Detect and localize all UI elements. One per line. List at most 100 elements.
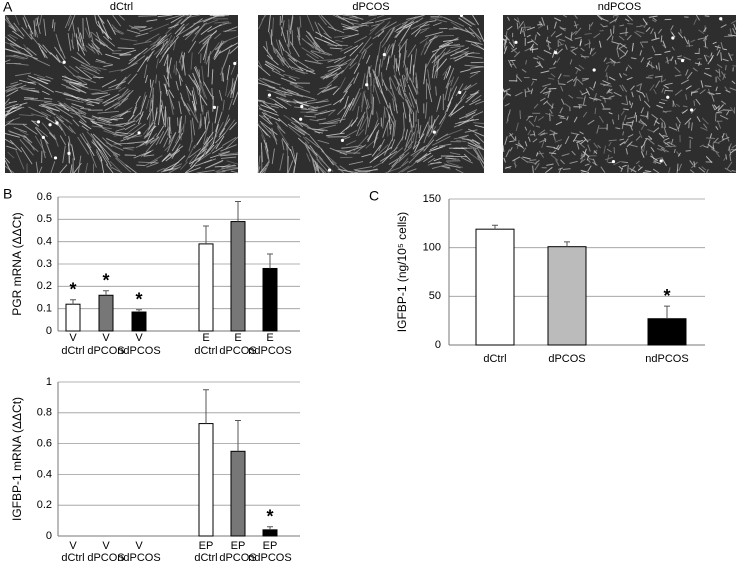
cell bbox=[288, 65, 304, 72]
cell bbox=[159, 127, 169, 145]
cell bbox=[423, 34, 437, 47]
cell bbox=[547, 41, 551, 51]
cell bbox=[428, 20, 437, 23]
x-tick-label: dCtrl bbox=[61, 345, 84, 357]
cell bbox=[426, 125, 432, 137]
cell bbox=[149, 23, 170, 33]
cell bbox=[292, 166, 295, 174]
cell bbox=[304, 141, 319, 159]
cell bbox=[55, 54, 61, 62]
cell bbox=[35, 161, 39, 174]
cell bbox=[574, 14, 578, 19]
cell bbox=[134, 47, 148, 59]
cell bbox=[622, 131, 625, 136]
cell bbox=[468, 26, 482, 40]
cell bbox=[369, 155, 379, 164]
cell bbox=[291, 145, 297, 162]
cell bbox=[351, 88, 361, 106]
cell bbox=[660, 75, 663, 83]
cell bbox=[446, 101, 452, 113]
cell bbox=[164, 36, 180, 54]
cell bbox=[465, 109, 478, 116]
cell bbox=[178, 51, 183, 63]
cell bbox=[619, 141, 626, 146]
cell bbox=[229, 46, 239, 55]
cell bbox=[397, 34, 406, 47]
cell bbox=[564, 103, 570, 108]
cell bbox=[342, 136, 351, 141]
cell bbox=[572, 76, 578, 82]
cell bbox=[306, 109, 318, 113]
cell-bright bbox=[36, 120, 41, 124]
cell bbox=[338, 58, 352, 67]
cell bbox=[392, 98, 395, 111]
image-label: dPCOS bbox=[352, 1, 389, 13]
cell bbox=[7, 151, 15, 159]
cell bbox=[376, 76, 384, 94]
cell bbox=[22, 124, 38, 135]
cell bbox=[95, 93, 111, 100]
cell bbox=[198, 120, 201, 130]
micrograph bbox=[257, 13, 485, 174]
cell bbox=[404, 129, 408, 140]
cell bbox=[455, 83, 464, 97]
cell bbox=[290, 148, 296, 164]
cell bbox=[611, 41, 621, 45]
cell bbox=[371, 23, 380, 27]
cell bbox=[316, 118, 326, 121]
cell bbox=[506, 113, 510, 121]
cell bbox=[722, 58, 729, 62]
cell bbox=[273, 47, 285, 67]
cell bbox=[427, 69, 431, 91]
cell bbox=[97, 110, 120, 114]
cell bbox=[203, 81, 213, 97]
cell bbox=[693, 68, 699, 72]
bar bbox=[547, 246, 587, 346]
cell bbox=[402, 89, 410, 109]
cell bbox=[658, 28, 662, 34]
cell bbox=[627, 22, 633, 25]
cell bbox=[598, 40, 602, 48]
cell bbox=[371, 144, 382, 157]
x-tick-label: dCtrl bbox=[483, 353, 506, 365]
cell bbox=[149, 159, 158, 165]
cell bbox=[657, 144, 665, 150]
cell bbox=[91, 31, 109, 47]
cell bbox=[546, 44, 552, 50]
cell bbox=[651, 19, 657, 23]
cell bbox=[592, 158, 597, 166]
cell bbox=[26, 138, 35, 151]
cell bbox=[555, 159, 560, 167]
cell bbox=[474, 133, 485, 144]
cell bbox=[80, 64, 100, 75]
error-bar bbox=[136, 309, 142, 313]
cell bbox=[518, 21, 525, 28]
cell bbox=[106, 164, 114, 174]
cell bbox=[297, 137, 311, 150]
cell bbox=[218, 150, 231, 155]
cell bbox=[376, 14, 385, 19]
cell bbox=[97, 14, 105, 24]
cell bbox=[9, 107, 25, 110]
cell bbox=[648, 135, 653, 140]
cell bbox=[204, 43, 209, 64]
cell bbox=[282, 56, 293, 71]
cell bbox=[624, 18, 630, 22]
cell bbox=[568, 94, 574, 99]
cell bbox=[615, 127, 621, 130]
cell bbox=[188, 148, 202, 159]
cell bbox=[307, 42, 322, 52]
cell bbox=[343, 77, 355, 94]
cell bbox=[612, 14, 615, 18]
cell bbox=[187, 40, 197, 54]
cell bbox=[438, 41, 454, 48]
cell bbox=[133, 150, 152, 159]
cell bbox=[619, 54, 626, 60]
cell bbox=[314, 109, 335, 116]
cell bbox=[271, 127, 278, 145]
cell bbox=[622, 123, 631, 126]
cell bbox=[23, 14, 32, 30]
cell bbox=[717, 120, 722, 129]
cell bbox=[199, 118, 202, 129]
panel-label: B bbox=[3, 186, 12, 202]
